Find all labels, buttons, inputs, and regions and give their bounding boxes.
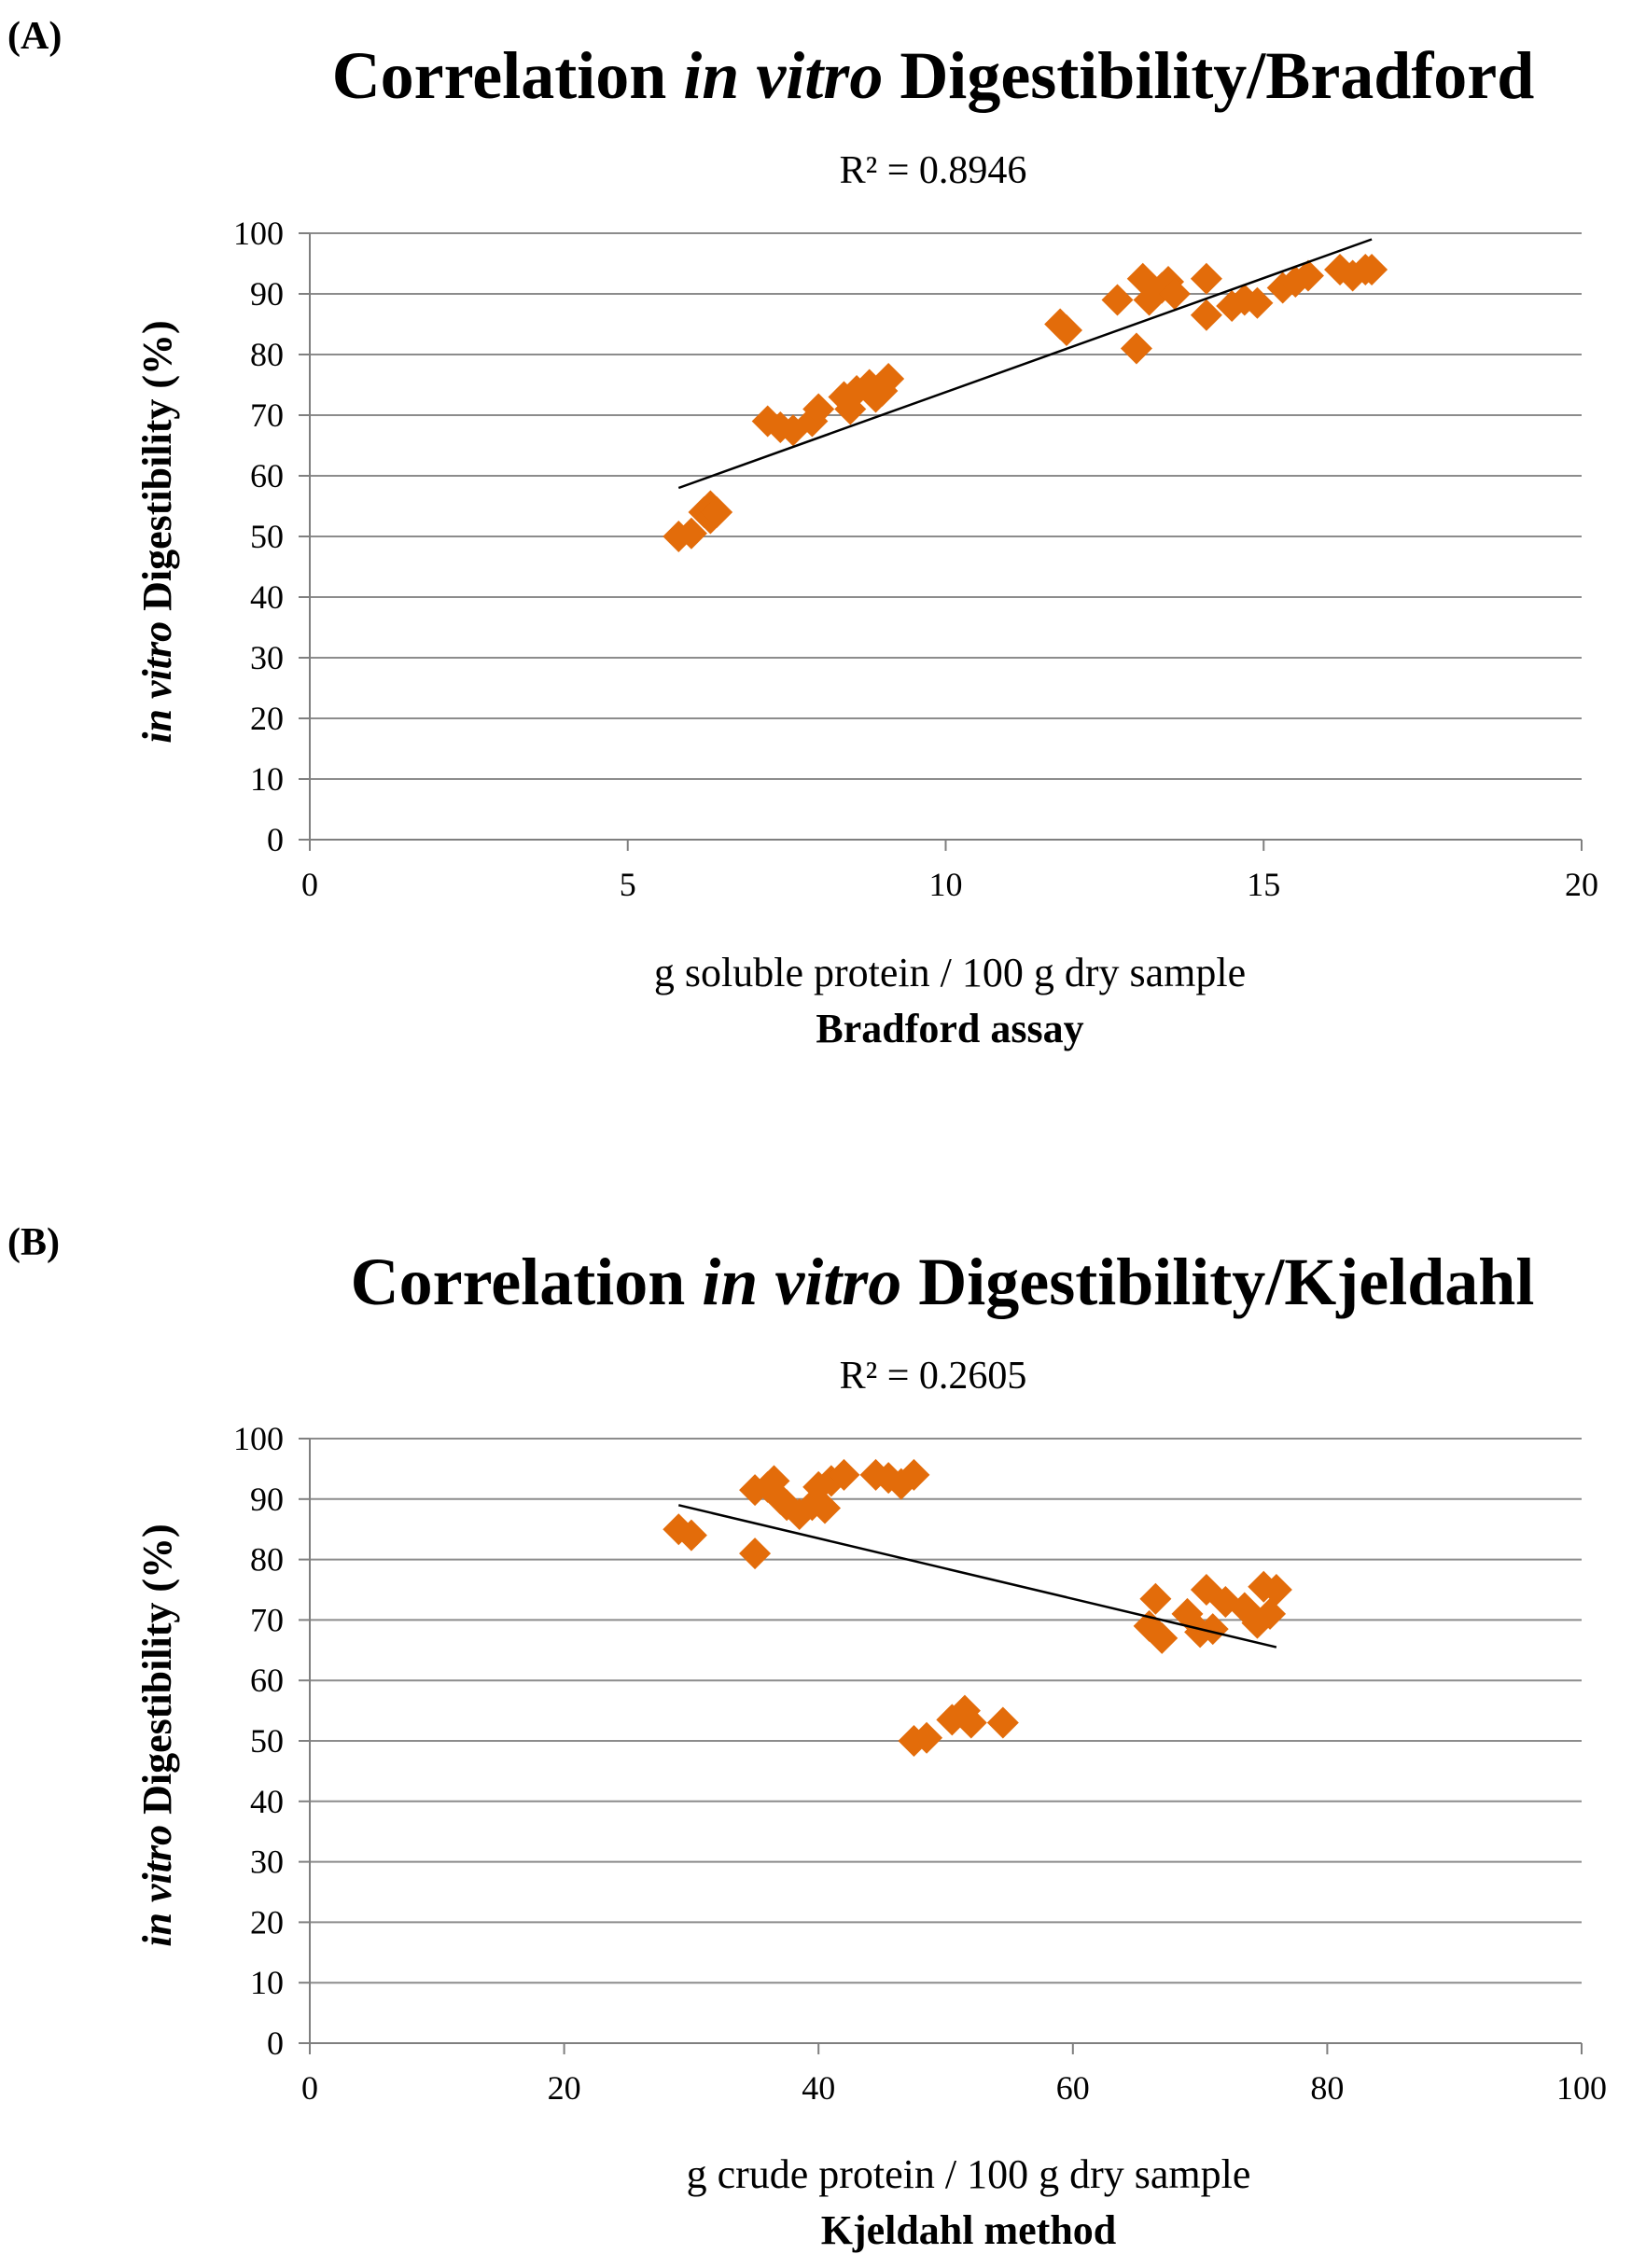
chart-a-ylabel: in vitro Digestibility (%) (134, 320, 180, 743)
chart-a-ytick-label: 80 (250, 336, 284, 373)
chart-a-title-italic: in vitro (683, 38, 883, 113)
chart-b-data-point (911, 1721, 943, 1754)
chart-b-ytick-label: 70 (250, 1601, 284, 1638)
chart-a-data-point (1101, 284, 1134, 316)
chart-b-xtick-label: 80 (1310, 2069, 1344, 2107)
chart-b-data-point (809, 1492, 842, 1524)
chart-b-ytick-label: 10 (250, 1964, 284, 2001)
chart-a-plot: 0 10 20 30 40 50 60 70 80 90 100 0 5 10 15 20 (233, 215, 1598, 903)
chart-a-xlabel: g soluble protein / 100 g dry sample (654, 950, 1246, 995)
chart-a-data-point (872, 363, 905, 395)
chart-b-ytick-label: 30 (250, 1844, 284, 1881)
chart-a-r2: R² = 0.8946 (840, 149, 1027, 192)
panel-label-a: (A) (7, 15, 62, 58)
chart-a-ytick-label: 0 (267, 821, 284, 858)
chart-b-ylabel-italic: in vitro (134, 1825, 180, 1947)
chart-a-title-part2: Digestibility/Bradford (883, 38, 1534, 113)
chart-a-ytick-label: 30 (250, 639, 284, 676)
chart-a-xtick-label: 0 (301, 866, 318, 903)
chart-b-ylabel-rest: Digestibility (%) (134, 1524, 180, 1825)
chart-b-ytick-label: 80 (250, 1541, 284, 1579)
chart-b-xlabel-sub: Kjeldahl method (821, 2207, 1117, 2253)
chart-a-ytick-label: 70 (250, 397, 284, 434)
chart-b-ytick-label: 50 (250, 1722, 284, 1760)
chart-a-data-point (1190, 262, 1222, 295)
chart-b-data-point (986, 1706, 1019, 1739)
chart-a-xtick-label: 10 (929, 866, 963, 903)
chart-a-ylabel-rest: Digestibility (%) (134, 320, 180, 621)
chart-b-data-point (675, 1519, 707, 1551)
chart-a-data-point (1158, 278, 1191, 310)
chart-b-ytick-label: 60 (250, 1662, 284, 1699)
chart-a-xlabel-sub: Bradford assay (816, 1006, 1083, 1051)
chart-b-data-point (955, 1706, 987, 1739)
chart-a-data-point (701, 496, 733, 528)
chart-a-data-point (1120, 332, 1152, 365)
chart-b-data-point (1146, 1621, 1179, 1654)
chart-a-data-point (1241, 286, 1274, 319)
chart-b-xtick-label: 0 (301, 2069, 318, 2107)
chart-a-trendline (677, 238, 1373, 490)
chart-a-ytick-label: 50 (250, 518, 284, 555)
chart-b-ytick-label: 20 (250, 1903, 284, 1941)
chart-b-title-part1: Correlation (351, 1245, 703, 1319)
chart-a-xtick-label: 20 (1565, 866, 1598, 903)
chart-a-data-point (675, 517, 707, 550)
chart-a-xtick-label: 5 (620, 866, 636, 903)
chart-b-data-point (1260, 1574, 1292, 1606)
chart-a-ytick-label: 40 (250, 578, 284, 616)
chart-b-xtick-label: 40 (802, 2069, 835, 2107)
chart-a-data-point (1291, 259, 1324, 292)
chart-b-data-point (739, 1538, 772, 1570)
panel-label-b: (B) (7, 1221, 60, 1264)
chart-b-ytick-label: 40 (250, 1783, 284, 1820)
chart-b-ylabel: in vitro Digestibility (%) (134, 1524, 180, 1946)
chart-a-ytick-label: 90 (250, 275, 284, 313)
chart-a-ytick-label: 20 (250, 700, 284, 737)
chart-b-title-italic: in vitro (702, 1245, 901, 1319)
chart-b-r2: R² = 0.2605 (840, 1355, 1027, 1398)
chart-b-xtick-label: 100 (1556, 2069, 1607, 2107)
chart-b-plot: 0 10 20 30 40 50 60 70 80 90 100 0 20 40 60 80 100 (233, 1420, 1607, 2107)
chart-a-title: Correlation in vitro Digestibility/Bradf… (332, 38, 1535, 113)
chart-a-xtick-label: 15 (1247, 866, 1280, 903)
chart-b-ytick-label: 90 (250, 1481, 284, 1518)
chart-b-data-point (828, 1458, 860, 1491)
chart-b-xlabel: g crude protein / 100 g dry sample (687, 2151, 1251, 2197)
chart-b-data-point (898, 1458, 930, 1491)
chart-a-data-point (1356, 254, 1388, 285)
chart-a-title-part1: Correlation (332, 38, 684, 113)
chart-a-ytick-label: 100 (233, 215, 284, 252)
chart-a-data-point (1190, 299, 1222, 331)
chart-b-title: Correlation in vitro Digestibility/Kjeld… (351, 1245, 1535, 1319)
chart-a-ylabel-italic: in vitro (134, 621, 180, 744)
chart-b-ytick-label: 100 (233, 1420, 284, 1457)
chart-a-data-point (802, 393, 835, 425)
chart-a-ytick-label: 60 (250, 457, 284, 494)
chart-b-ytick-label: 0 (267, 2025, 284, 2062)
chart-b-trendline (677, 1504, 1277, 1649)
chart-b-xtick-label: 20 (548, 2069, 581, 2107)
chart-a-data-point (1050, 314, 1082, 346)
chart-b-data-point (1254, 1597, 1287, 1630)
chart-a-ytick-label: 10 (250, 760, 284, 798)
chart-b-data-point (1196, 1613, 1229, 1646)
chart-b-data-point (1139, 1582, 1172, 1615)
chart-b-xtick-label: 60 (1056, 2069, 1090, 2107)
chart-b-title-part2: Digestibility/Kjeldahl (901, 1245, 1534, 1319)
